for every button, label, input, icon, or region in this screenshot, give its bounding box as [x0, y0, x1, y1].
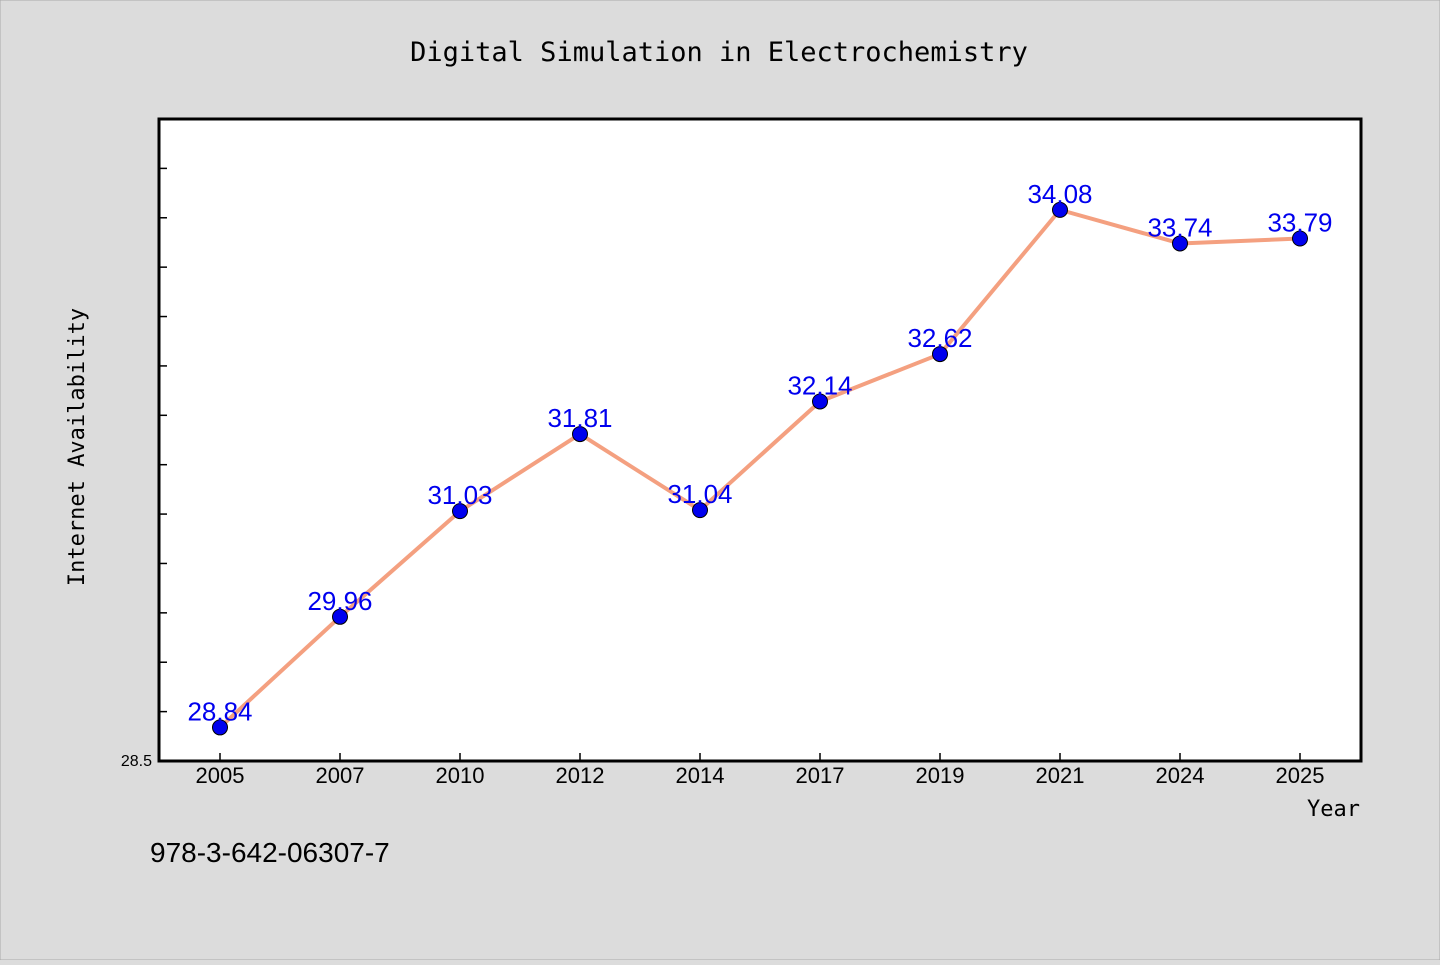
data-point — [812, 393, 828, 410]
data-points — [212, 201, 1308, 736]
x-tick-label: 2024 — [1156, 763, 1205, 788]
data-point — [1172, 235, 1188, 252]
x-tick-label: 2012 — [556, 763, 605, 788]
data-point — [452, 503, 468, 520]
data-label: 31.81 — [547, 403, 612, 433]
data-point — [212, 719, 228, 736]
x-tick-label: 2010 — [436, 763, 485, 788]
data-label: 32.14 — [787, 370, 852, 400]
x-tick-label: 2021 — [1036, 763, 1085, 788]
data-label: 31.03 — [427, 480, 492, 510]
data-labels: 28.84 29.96 31.03 31.81 31.04 32.14 32.62 34.08… — [187, 179, 1332, 727]
x-tick-label: 2005 — [196, 763, 245, 788]
data-label: 33.74 — [1147, 212, 1212, 242]
data-label: 28.84 — [187, 696, 252, 726]
data-label: 33.79 — [1267, 208, 1332, 238]
x-tick-label: 2025 — [1276, 763, 1325, 788]
plot-area — [159, 119, 1361, 761]
data-point — [572, 426, 588, 443]
x-tick-label: 2017 — [796, 763, 845, 788]
x-tick-label: 2007 — [316, 763, 365, 788]
y-tick-label-min: 28.5 — [121, 753, 152, 770]
data-point — [332, 608, 348, 625]
data-label: 32.62 — [907, 323, 972, 353]
y-axis-title: Internet Availability — [65, 308, 90, 586]
plot-frame — [157, 117, 1363, 763]
chart-title: Digital Simulation in Electrochemistry — [410, 37, 1028, 68]
data-label: 31.04 — [667, 479, 732, 509]
x-tick-label: 2014 — [676, 763, 725, 788]
data-point — [1052, 201, 1068, 218]
data-point — [692, 502, 708, 519]
data-label: 29.96 — [307, 586, 372, 616]
data-point — [1292, 230, 1308, 247]
x-axis-title: Year — [1307, 797, 1360, 822]
data-point — [932, 346, 948, 363]
isbn-footnote: 978-3-642-06307-7 — [150, 837, 390, 868]
x-axis-ticks: 2005 2007 2010 2012 2014 2017 2019 2021 2024 2025 — [196, 753, 1325, 788]
x-tick-label: 2019 — [916, 763, 965, 788]
series-line — [218, 207, 1302, 730]
data-label: 34.08 — [1027, 179, 1092, 209]
